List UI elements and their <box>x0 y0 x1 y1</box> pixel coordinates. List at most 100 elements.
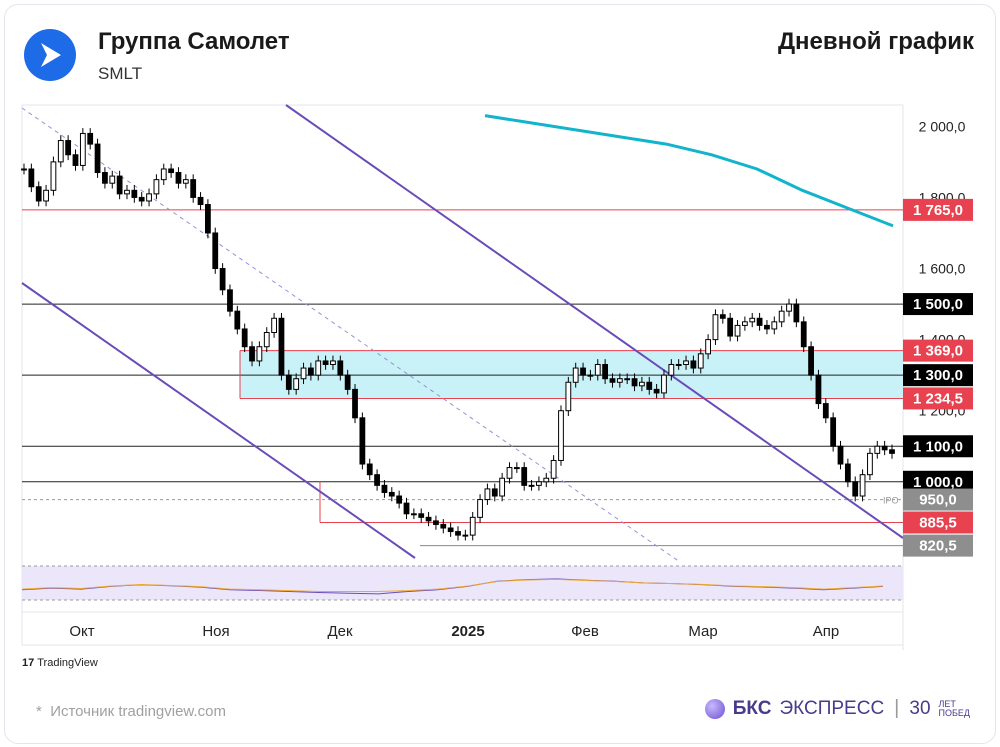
candle <box>182 179 189 184</box>
price-badge-label: 1 000,0 <box>913 474 963 491</box>
candle <box>418 513 425 518</box>
candle <box>455 531 461 536</box>
candle <box>771 321 778 330</box>
candle <box>256 346 263 362</box>
candle <box>440 523 447 529</box>
y-tick-label: 2 000,0 <box>919 118 966 134</box>
candle <box>175 172 182 184</box>
channel-upper <box>285 104 904 539</box>
candle <box>499 477 506 497</box>
candle <box>285 374 292 390</box>
candle <box>28 168 35 188</box>
oscillator-panel <box>22 566 903 600</box>
range-zone <box>240 350 903 399</box>
candle <box>160 168 167 181</box>
candle <box>168 168 175 174</box>
candle <box>867 452 873 476</box>
candle <box>271 317 277 333</box>
source-note: * Источник tradingview.com <box>36 703 226 720</box>
candle <box>241 328 248 348</box>
candle <box>212 232 219 270</box>
candle <box>513 467 520 470</box>
candle <box>653 388 660 394</box>
play-arrow-icon <box>41 43 61 67</box>
price-badge <box>903 364 973 387</box>
candle <box>734 324 741 337</box>
candle <box>705 339 711 355</box>
candle <box>668 363 675 376</box>
candle <box>778 310 785 323</box>
moving-average <box>484 114 894 228</box>
candle <box>558 410 564 461</box>
price-badge <box>903 435 973 458</box>
candle <box>881 445 888 451</box>
candle <box>587 374 594 377</box>
candle <box>65 140 72 156</box>
candle <box>322 360 329 365</box>
candle <box>594 363 601 376</box>
price-badge <box>903 470 973 493</box>
candle <box>793 303 800 323</box>
candle <box>800 321 807 348</box>
candle <box>764 324 770 330</box>
candle <box>403 502 410 515</box>
candle <box>609 378 616 383</box>
candle <box>21 168 27 171</box>
candle <box>374 474 380 486</box>
candle <box>631 378 638 387</box>
x-tick-label: 2025 <box>451 623 484 640</box>
candle <box>550 459 557 479</box>
price-badge-label: 1 300,0 <box>913 367 963 384</box>
candle <box>388 491 395 497</box>
candle <box>109 175 116 184</box>
candle <box>263 332 270 348</box>
candle <box>815 374 822 405</box>
channel-lower <box>21 282 416 559</box>
price-badge <box>903 488 973 511</box>
candle <box>153 179 160 195</box>
price-badge-label: 1 765,0 <box>913 202 963 219</box>
candle <box>719 314 726 319</box>
candle <box>249 346 255 362</box>
candle <box>477 499 483 518</box>
price-badge <box>903 511 973 534</box>
candle <box>87 132 94 145</box>
ipo-label: IPO <box>883 496 899 506</box>
candle <box>646 381 653 390</box>
price-badge <box>903 198 973 221</box>
candle <box>366 463 373 476</box>
price-chart[interactable]: 2 000,01 800,01 600,01 400,01 200,0IPO1 … <box>0 0 1000 660</box>
price-badge-label: 1 369,0 <box>913 343 963 360</box>
candle <box>859 474 866 497</box>
candle <box>565 381 572 412</box>
candle <box>683 360 689 365</box>
candle <box>337 360 344 376</box>
candle <box>190 179 197 198</box>
price-badge <box>903 339 973 362</box>
candle <box>79 132 86 166</box>
price-badge-label: 1 500,0 <box>913 296 963 313</box>
candle <box>697 353 704 369</box>
candle <box>639 381 645 387</box>
candle <box>889 449 895 454</box>
candle <box>690 360 697 369</box>
candle <box>741 321 748 326</box>
chart-type-label: Дневной график <box>777 28 974 55</box>
candle <box>138 196 145 202</box>
candle <box>116 175 123 195</box>
oscillator-signal <box>21 578 884 592</box>
candle <box>50 161 57 191</box>
candle <box>616 378 623 383</box>
candle <box>874 445 881 454</box>
candle <box>124 189 130 195</box>
candle <box>197 196 204 206</box>
candle <box>219 268 226 291</box>
candle <box>396 495 403 504</box>
candle <box>462 534 469 537</box>
price-badge <box>903 293 973 316</box>
candle <box>484 488 491 501</box>
candle <box>234 310 241 330</box>
price-badge <box>903 534 973 557</box>
candle <box>102 172 108 184</box>
candle <box>844 463 851 483</box>
